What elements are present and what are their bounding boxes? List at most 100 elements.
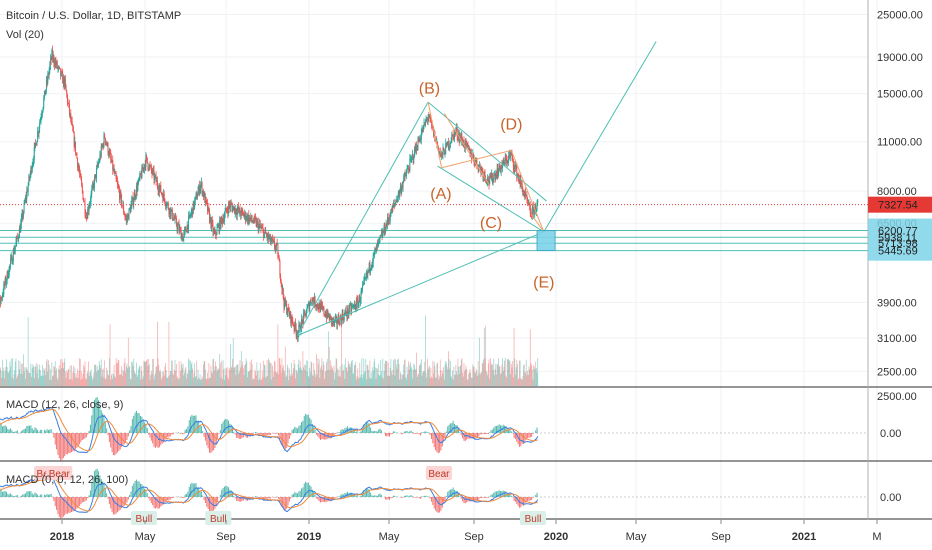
candle-body <box>106 142 108 146</box>
elliott-wave-drawings[interactable]: (A)(B)(C)(D)(E) <box>297 41 657 336</box>
level-price-text: 6200.77 <box>878 226 918 238</box>
candle-body <box>7 271 9 278</box>
wave-channel-top[interactable] <box>443 113 491 186</box>
candle-body <box>211 220 213 224</box>
volume-bar <box>463 362 465 386</box>
trend-line-up[interactable] <box>297 101 429 336</box>
macd-histogram-bar <box>393 431 395 433</box>
volume-bar <box>152 358 154 386</box>
volume-bar <box>382 358 384 386</box>
volume-bar <box>261 379 263 386</box>
macd-histogram-bar <box>39 429 41 433</box>
volume-bar <box>343 369 344 386</box>
macd-histogram-bar <box>412 496 414 497</box>
volume-bar <box>11 377 13 386</box>
volume-bar <box>66 370 68 386</box>
trend-line-base[interactable] <box>297 231 545 336</box>
candle-body <box>270 241 272 243</box>
x-tick-label: 2021 <box>792 531 816 543</box>
candle-body <box>252 221 254 223</box>
volume-bar <box>358 378 360 386</box>
volume-bar <box>288 368 290 386</box>
candle-body <box>0 298 1 303</box>
volume-bar <box>177 379 179 386</box>
candle-body <box>183 233 185 238</box>
wave-bd[interactable] <box>441 149 512 169</box>
macd-histogram-bar <box>422 432 424 433</box>
volume-bar <box>383 370 385 386</box>
macd-histogram-bar <box>88 430 90 433</box>
volume-bar <box>309 368 311 386</box>
support-levels <box>0 204 868 252</box>
candle-body <box>347 307 349 317</box>
projection-line[interactable] <box>543 41 657 233</box>
candle-body <box>269 234 271 238</box>
volume-bar <box>412 378 413 386</box>
macd-histogram-bar <box>29 425 31 433</box>
macd-histogram-bar <box>241 497 243 501</box>
candle-body <box>417 139 419 150</box>
candle-body <box>223 216 225 222</box>
candle-body <box>312 298 314 301</box>
candle-body <box>471 158 473 159</box>
volume-bar <box>97 370 99 386</box>
macd-histogram-bar <box>226 419 228 433</box>
candle-body <box>229 204 231 208</box>
volume-bar <box>292 372 294 386</box>
macd-histogram-bar <box>221 489 223 497</box>
macd-histogram-bar <box>521 433 523 444</box>
volume-bar <box>167 376 169 386</box>
volume-bar <box>181 364 183 386</box>
candle-body <box>253 216 255 223</box>
volume-bar <box>361 358 363 386</box>
volume-bar <box>34 366 36 386</box>
target-zone-box[interactable] <box>536 230 556 252</box>
macd-histogram-bar <box>103 416 105 433</box>
macd-histogram-bar <box>27 491 29 497</box>
candle-body <box>460 135 462 141</box>
volume-bar <box>90 369 92 386</box>
macd-histogram-bar <box>391 497 393 498</box>
candle-body <box>43 90 45 99</box>
macd-histogram-bar <box>20 495 22 497</box>
macd-histogram-bar <box>344 493 346 497</box>
wave-ce[interactable] <box>530 213 545 233</box>
candle-body <box>164 198 166 204</box>
volume-bar <box>368 377 370 386</box>
candle-body <box>362 283 364 286</box>
volume-bar <box>257 379 259 386</box>
macd-histogram-bar <box>296 428 298 433</box>
volume-bar <box>283 370 285 386</box>
volume-bar <box>362 378 363 386</box>
volume-bar <box>122 369 124 386</box>
macd-histogram-bar <box>294 426 296 433</box>
macd-histogram-bar <box>422 496 424 497</box>
triangle-lower[interactable] <box>437 165 545 233</box>
macd-histogram-bar <box>260 497 262 498</box>
volume-bar <box>147 365 149 386</box>
volume-bar <box>374 358 376 386</box>
volume-bar <box>308 377 310 386</box>
volume-bar <box>58 365 60 386</box>
candle-body <box>371 264 373 268</box>
candle-body <box>44 90 46 95</box>
volume-bar <box>456 371 457 386</box>
volume-bar <box>240 367 242 386</box>
candle-body <box>409 158 411 171</box>
candle-body <box>279 261 281 276</box>
wave-ab[interactable] <box>427 102 443 168</box>
volume-bar <box>397 359 399 386</box>
candle-body <box>224 211 226 217</box>
volume-bar <box>489 358 491 386</box>
macd-histogram-bar <box>222 421 224 433</box>
candle-body <box>516 165 518 178</box>
macd-histogram-bar <box>429 433 431 436</box>
candle-body <box>36 141 38 146</box>
candle-body <box>326 314 328 319</box>
wave-de[interactable] <box>510 150 545 233</box>
macd-histogram-bar <box>57 433 59 455</box>
volume-bar <box>410 362 411 386</box>
candle-body <box>139 173 141 179</box>
volume-bar <box>134 371 135 386</box>
